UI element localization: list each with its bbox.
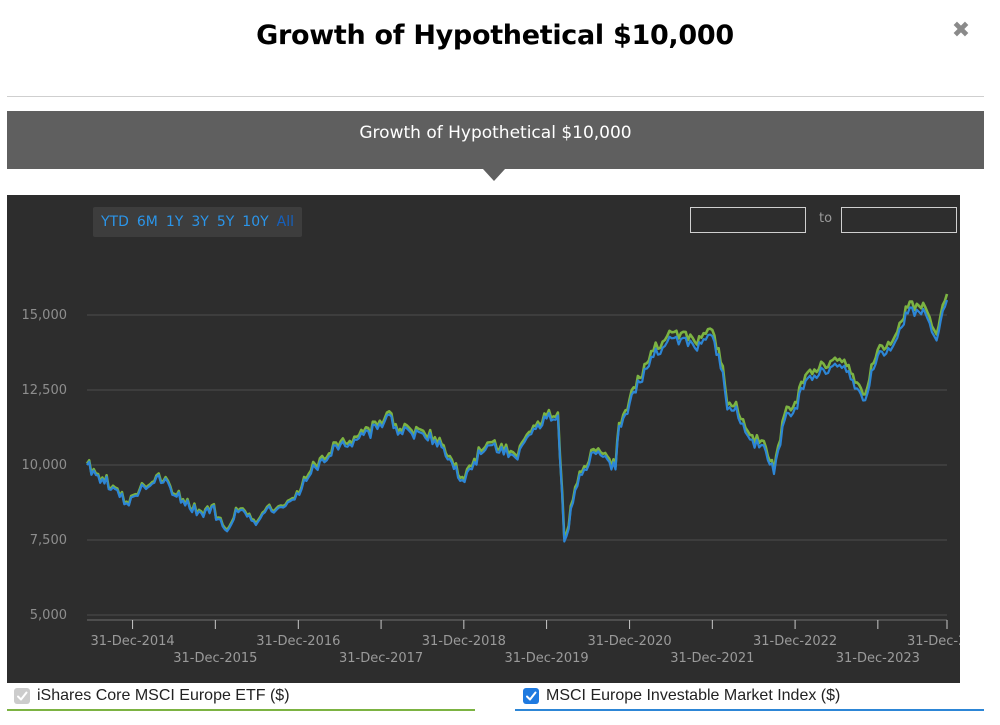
x-tick-label: 31-Dec-20... — [907, 634, 960, 649]
header-divider — [7, 96, 984, 97]
checkbox-ishares[interactable] — [14, 688, 30, 704]
series-line-ishares — [85, 293, 949, 540]
y-tick-label: 5,000 — [30, 608, 67, 623]
modal-title: Growth of Hypothetical $10,000 — [256, 20, 734, 51]
banner-pointer-icon — [483, 169, 505, 181]
x-tick-label: 31-Dec-2018 — [422, 634, 506, 649]
range-button-all[interactable]: All — [276, 214, 295, 230]
range-button-6m[interactable]: 6M — [136, 214, 158, 230]
x-tick-label: 31-Dec-2022 — [753, 634, 837, 649]
chart-banner: Growth of Hypothetical $10,000 — [7, 111, 984, 169]
checkbox-msci[interactable] — [523, 688, 539, 704]
x-tick-label: 31-Dec-2015 — [173, 651, 257, 666]
chart-panel: 5,000 7,500 10,000 12,500 15,000 31-Dec-2014 3… — [7, 195, 960, 683]
x-tick-label: 31-Dec-2020 — [587, 634, 671, 649]
x-tick-label: 31-Dec-2021 — [670, 651, 754, 666]
range-button-10y[interactable]: 10Y — [242, 214, 269, 230]
x-tick-label: 31-Dec-2017 — [339, 651, 423, 666]
date-range-separator: to — [819, 211, 833, 226]
legend-item-msci[interactable]: MSCI Europe Investable Market Index ($) — [523, 682, 840, 710]
x-tick-label: 31-Dec-2019 — [505, 651, 589, 666]
check-icon — [17, 691, 28, 701]
y-tick-label: 10,000 — [22, 458, 68, 473]
x-tick-label: 31-Dec-2023 — [836, 651, 920, 666]
y-tick-label: 12,500 — [22, 383, 68, 398]
legend-label-msci: MSCI Europe Investable Market Index ($) — [546, 687, 841, 704]
legend-label-ishares: iShares Core MSCI Europe ETF ($) — [37, 687, 290, 704]
date-to-input[interactable] — [841, 207, 957, 233]
legend-item-ishares[interactable]: iShares Core MSCI Europe ETF ($) — [14, 682, 290, 710]
range-button-3y[interactable]: 3Y — [191, 214, 209, 230]
range-selector: YTD 6M 1Y 3Y 5Y 10Y All — [93, 207, 303, 237]
banner-title: Growth of Hypothetical $10,000 — [359, 123, 632, 143]
close-icon[interactable]: ✖ — [951, 18, 971, 43]
range-button-1y[interactable]: 1Y — [165, 214, 184, 230]
check-icon — [526, 691, 537, 701]
series-line-msci — [86, 299, 949, 543]
date-from-input[interactable] — [690, 207, 806, 233]
range-button-ytd[interactable]: YTD — [101, 214, 129, 230]
range-button-5y[interactable]: 5Y — [216, 214, 235, 230]
x-tick-label: 31-Dec-2016 — [256, 634, 340, 649]
y-tick-label: 15,000 — [22, 308, 68, 323]
y-tick-label: 7,500 — [30, 533, 67, 548]
growth-chart: 5,000 7,500 10,000 12,500 15,000 31-Dec-2014 3… — [22, 293, 960, 666]
legend-underline-msci — [515, 709, 984, 711]
legend-underline-ishares — [7, 709, 475, 711]
x-tick-label: 31-Dec-2014 — [90, 634, 174, 649]
